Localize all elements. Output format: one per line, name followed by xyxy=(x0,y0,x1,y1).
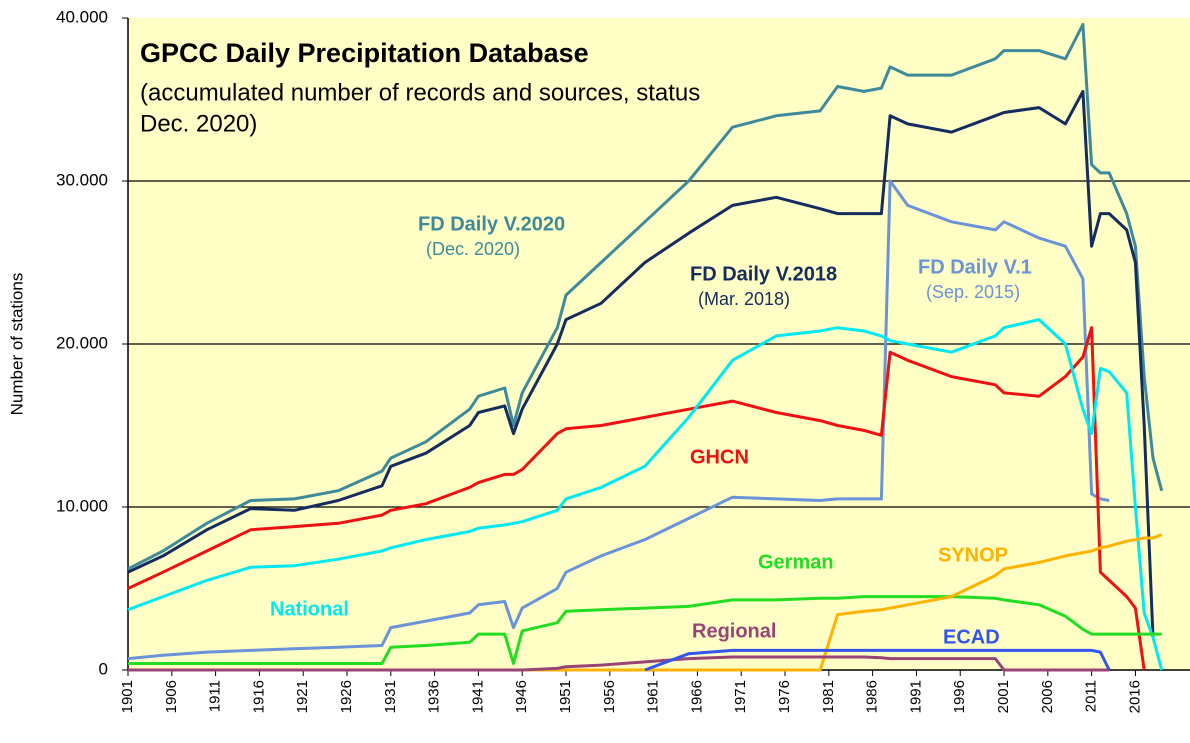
x-tick-label: 2016 xyxy=(1126,680,1143,713)
x-tick-label: 1911 xyxy=(207,680,224,712)
series-line xyxy=(128,595,1162,665)
series-label: SYNOP xyxy=(938,544,1008,566)
x-tick-label: 2006 xyxy=(1039,680,1056,713)
x-tick-label: 1986 xyxy=(864,680,881,713)
x-tick-label: 1971 xyxy=(732,680,749,713)
series-note: (Sep. 2015) xyxy=(926,282,1020,302)
x-tick-label: 1936 xyxy=(426,680,443,713)
chart-subtitle: (accumulated number of records and sourc… xyxy=(140,79,700,106)
series-label: GHCN xyxy=(690,446,749,468)
x-tick-label: 1901 xyxy=(119,680,136,713)
x-tick-label: 1966 xyxy=(688,680,705,713)
x-tick-label: 1916 xyxy=(250,680,267,713)
y-tick-label: 30.000 xyxy=(56,170,108,189)
series-note: (Mar. 2018) xyxy=(698,289,790,309)
x-tick-label: 1976 xyxy=(776,680,793,713)
x-tick-label: 1956 xyxy=(601,680,618,713)
x-tick-label: 1991 xyxy=(907,680,924,713)
series-label: FD Daily V.2018 xyxy=(690,263,837,285)
x-tick-label: 1906 xyxy=(163,680,180,713)
series-line xyxy=(127,179,1110,661)
y-tick-label: 10.000 xyxy=(56,496,108,515)
series-line xyxy=(127,23,1164,571)
x-tick-label: 1946 xyxy=(513,680,530,713)
chart-subtitle: Dec. 2020) xyxy=(140,110,257,137)
series-line xyxy=(127,326,1146,671)
series-label: National xyxy=(270,598,349,620)
chart-title: GPCC Daily Precipitation Database xyxy=(140,38,589,68)
series-label: FD Daily V.2020 xyxy=(418,213,565,235)
x-tick-label: 1996 xyxy=(951,680,968,713)
series-label: Regional xyxy=(692,620,776,642)
y-tick-label: 0 xyxy=(99,659,108,678)
y-tick-label: 40.000 xyxy=(56,7,108,26)
series-line xyxy=(127,318,1164,671)
y-axis-label: Number of stations xyxy=(7,273,26,416)
series-line xyxy=(644,648,1111,672)
x-tick-label: 2001 xyxy=(995,680,1012,713)
series-line xyxy=(127,89,1155,638)
x-tick-label: 1921 xyxy=(294,680,311,713)
x-tick-label: 1926 xyxy=(338,680,355,713)
x-tick-label: 1931 xyxy=(382,680,399,713)
x-tick-label: 1941 xyxy=(469,680,486,713)
series-label: German xyxy=(758,551,834,573)
series-label: ECAD xyxy=(943,626,1000,648)
y-tick-label: 20.000 xyxy=(56,333,108,352)
x-tick-label: 1951 xyxy=(557,680,574,713)
x-tick-label: 1961 xyxy=(645,680,662,713)
series-note: (Dec. 2020) xyxy=(426,239,520,259)
x-tick-label: 2011 xyxy=(1083,680,1100,712)
x-tick-label: 1981 xyxy=(820,680,837,713)
series-label: FD Daily V.1 xyxy=(918,256,1032,278)
